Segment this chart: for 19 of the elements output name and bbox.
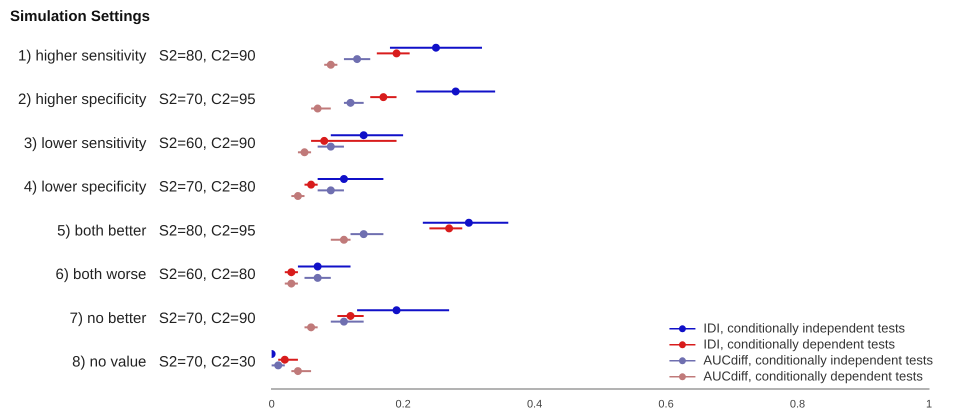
x-tick-label: 0.4	[526, 398, 542, 410]
y-tick-label: 2) higher specificity S2=70, C2=95	[18, 91, 256, 108]
x-tick-label: 0.2	[395, 398, 411, 410]
y-tick-label: 1) higher sensitivity S2=80, C2=90	[18, 47, 256, 64]
y-tick-label: 5) both better S2=80, C2=95	[57, 222, 256, 240]
x-tick-label: 0.8	[790, 398, 806, 410]
legend-label: AUCdiff, conditionally independent tests	[703, 352, 934, 368]
x-tick-label: 0.6	[658, 398, 674, 410]
legend-label: AUCdiff, conditionally dependent tests	[703, 368, 924, 384]
y-tick-label: 3) lower sensitivity S2=60, C2=90	[24, 134, 256, 152]
x-tick-label: 1	[926, 398, 932, 410]
y-tick-label: 4) lower specificity S2=70, C2=80	[24, 178, 256, 196]
y-tick-label: 7) no better S2=70, C2=90	[70, 310, 256, 327]
text: Simulation Settings	[10, 8, 150, 26]
legend-label: IDI, conditionally independent tests	[703, 320, 906, 336]
y-tick-label: 6) both worse S2=60, C2=80	[55, 266, 256, 284]
y-tick-label: 8) no value S2=70, C2=30	[72, 354, 256, 371]
x-tick-label: 0	[268, 398, 275, 410]
legend-label: IDI, conditionally dependent tests	[703, 336, 896, 352]
